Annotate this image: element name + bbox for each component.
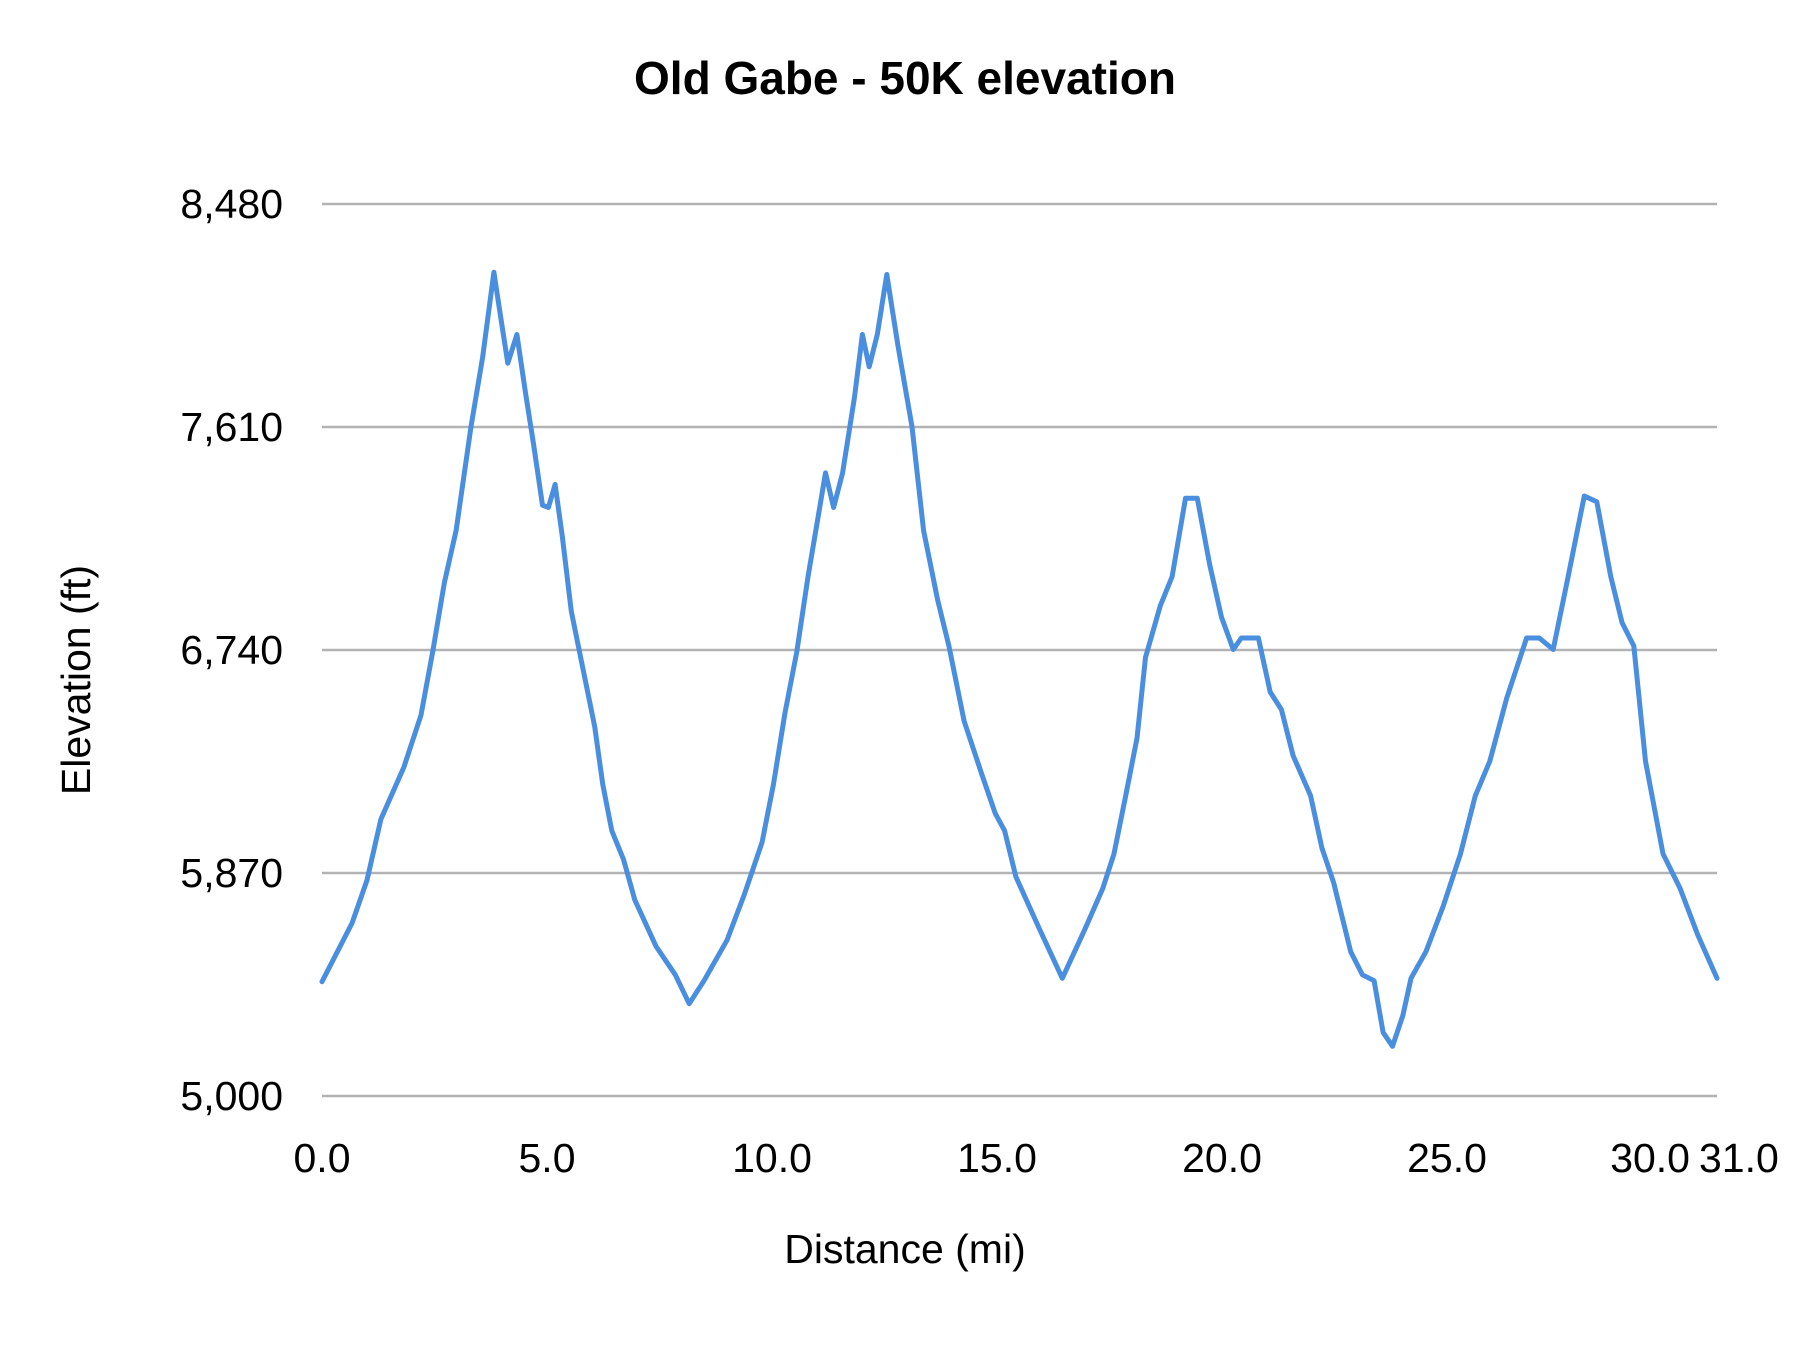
x-tick-label: 15.0 [957,1135,1037,1181]
y-tick-label: 5,000 [180,1073,283,1119]
y-tick-label: 7,610 [180,404,283,450]
y-tick-label: 5,870 [180,850,283,896]
x-tick-label: 31.0 [1699,1135,1779,1181]
x-tick-label: 0.0 [294,1135,351,1181]
gridlines [322,202,1717,1098]
elevation-series-line [319,269,1720,1049]
x-tick-label: 10.0 [732,1135,812,1181]
y-axis-ticks: 5,000 5,870 6,740 7,610 8,480 [180,181,283,1119]
y-tick-label: 6,740 [180,627,283,673]
y-axis-label: Elevation (ft) [53,565,99,795]
x-tick-label: 30.0 [1610,1135,1690,1181]
chart-title: Old Gabe - 50K elevation [634,52,1176,104]
x-axis-label: Distance (mi) [784,1226,1025,1272]
x-tick-label: 25.0 [1407,1135,1487,1181]
y-tick-label: 8,480 [180,181,283,227]
x-axis-ticks: 0.0 5.0 10.0 15.0 20.0 25.0 30.0 31.0 [294,1135,1779,1181]
x-tick-label: 5.0 [519,1135,576,1181]
x-tick-label: 20.0 [1182,1135,1262,1181]
